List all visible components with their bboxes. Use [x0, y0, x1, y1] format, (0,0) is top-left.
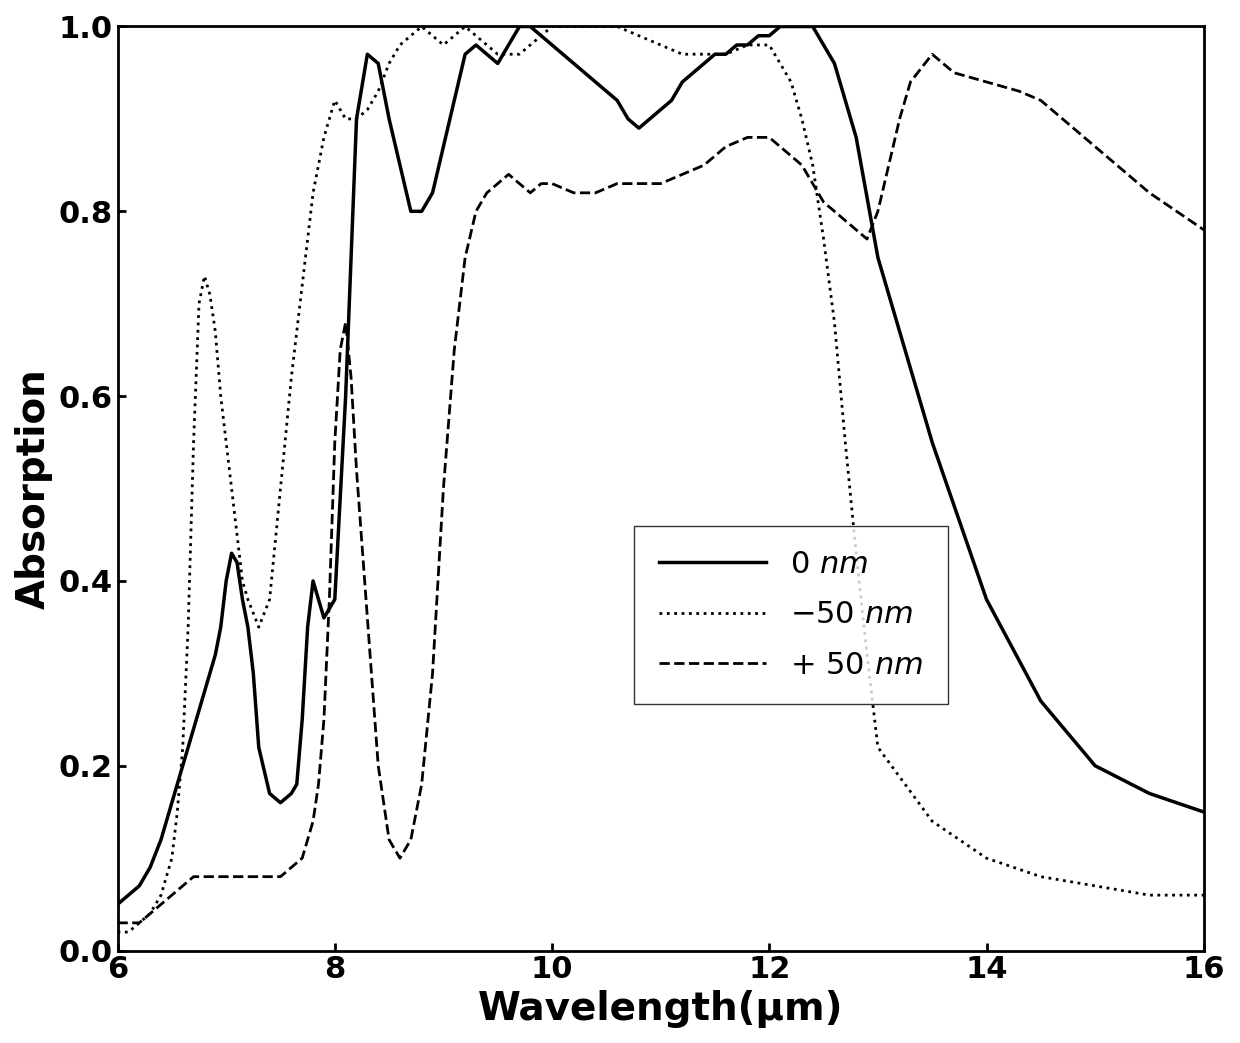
-50 nm — [1197, 889, 1211, 901]
+ 50 nm — [925, 48, 940, 60]
0 nm — [458, 48, 472, 60]
+ 50 nm — [343, 371, 358, 384]
0 nm — [295, 713, 310, 726]
+ 50 nm — [414, 778, 429, 791]
0 nm — [512, 20, 527, 32]
-50 nm — [490, 48, 505, 60]
Line: -50 nm: -50 nm — [118, 26, 1204, 932]
-50 nm — [414, 20, 429, 32]
-50 nm — [110, 926, 125, 939]
Legend: $\it{0\ nm}$, $\it{-50\ nm}$, $\it{+\ 50\ nm}$: $\it{0\ nm}$, $\it{-50\ nm}$, $\it{+\ 50… — [635, 526, 947, 704]
Y-axis label: Absorption: Absorption — [15, 368, 53, 609]
+ 50 nm — [339, 316, 353, 329]
-50 nm — [870, 741, 885, 753]
+ 50 nm — [512, 177, 527, 190]
X-axis label: Wavelength(μm): Wavelength(μm) — [477, 990, 843, 1028]
-50 nm — [224, 482, 239, 494]
0 nm — [1197, 805, 1211, 818]
0 nm — [382, 113, 397, 125]
+ 50 nm — [1197, 223, 1211, 236]
-50 nm — [480, 39, 495, 51]
0 nm — [218, 575, 233, 587]
0 nm — [246, 668, 260, 680]
+ 50 nm — [273, 871, 288, 883]
-50 nm — [295, 278, 310, 291]
+ 50 nm — [110, 917, 125, 929]
-50 nm — [218, 436, 233, 448]
Line: 0 nm: 0 nm — [118, 26, 1204, 904]
0 nm — [110, 898, 125, 911]
+ 50 nm — [393, 852, 408, 865]
0 nm — [761, 29, 776, 42]
Line: + 50 nm: + 50 nm — [118, 54, 1204, 923]
